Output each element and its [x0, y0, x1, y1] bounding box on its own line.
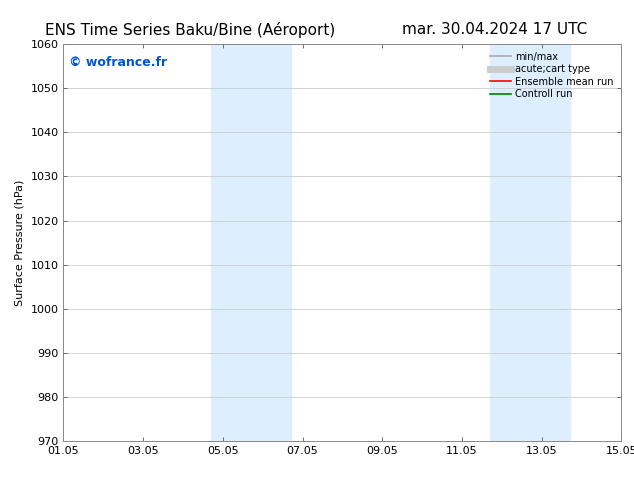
- Text: mar. 30.04.2024 17 UTC: mar. 30.04.2024 17 UTC: [402, 22, 587, 37]
- Y-axis label: Surface Pressure (hPa): Surface Pressure (hPa): [15, 179, 25, 306]
- Text: ENS Time Series Baku/Bine (Aéroport): ENS Time Series Baku/Bine (Aéroport): [45, 22, 335, 38]
- Text: © wofrance.fr: © wofrance.fr: [69, 56, 167, 69]
- Bar: [211, 44, 290, 441]
- Bar: [490, 44, 569, 441]
- Legend: min/max, acute;cart type, Ensemble mean run, Controll run: min/max, acute;cart type, Ensemble mean …: [487, 49, 616, 102]
